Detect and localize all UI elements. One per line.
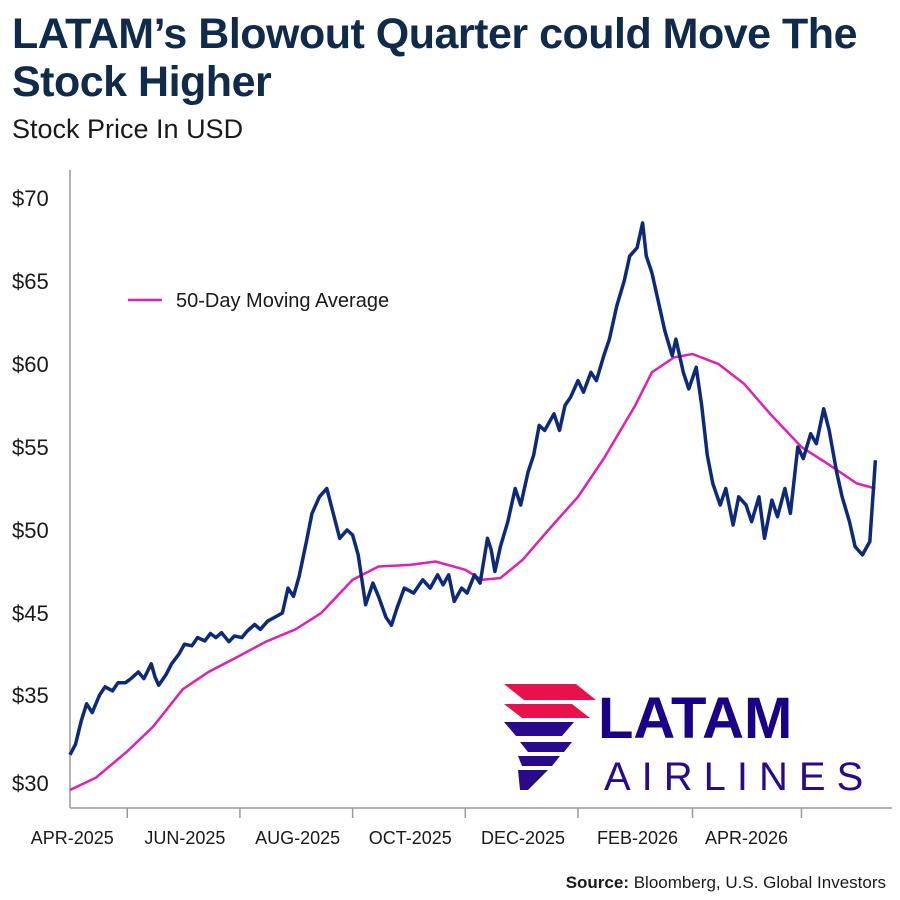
axes xyxy=(69,170,892,809)
y-tick-label: $55 xyxy=(12,435,49,460)
chart-subtitle: Stock Price In USD xyxy=(12,114,244,144)
y-tick-label: $45 xyxy=(12,601,49,626)
source-text: Bloomberg, U.S. Global Investors xyxy=(628,873,886,892)
y-tick-label: $30 xyxy=(12,771,49,796)
logo-purple-stripe-bottom xyxy=(518,770,548,790)
logo-purple-stripe-low xyxy=(518,756,560,766)
chart-title: LATAM’s Blowout Quarter could Move The S… xyxy=(12,10,858,106)
y-tick-label: $70 xyxy=(12,186,49,211)
latam-logo: LATAM AIRLINES xyxy=(504,684,874,799)
source-label: Source: xyxy=(565,873,629,892)
logo-wordmark: LATAM xyxy=(598,686,792,751)
y-axis-ticks: $30 $35 $45 $50 $55 $60 $65 $70 xyxy=(12,186,49,796)
legend-label-moving-average: 50-Day Moving Average xyxy=(176,290,389,312)
x-tick-label: DEC-2025 xyxy=(481,828,565,848)
logo-purple-stripe-top xyxy=(504,722,574,736)
logo-purple-stripe-mid xyxy=(520,742,572,752)
logo-red-stripe-top xyxy=(504,684,596,700)
moving-average-line xyxy=(69,352,876,792)
source-note: Source: Bloomberg, U.S. Global Investors xyxy=(566,873,886,893)
x-tick-label: AUG-2025 xyxy=(255,828,340,848)
x-tick-label: APR-2025 xyxy=(31,828,114,848)
y-tick-label: $50 xyxy=(12,518,49,543)
logo-red-stripe-mid xyxy=(504,704,590,718)
x-tick-label: APR-2026 xyxy=(705,828,788,848)
logo-airlines: AIRLINES xyxy=(604,755,874,799)
x-tick-label: FEB-2026 xyxy=(597,828,678,848)
y-tick-label: $65 xyxy=(12,269,49,294)
x-tick-label: JUN-2025 xyxy=(144,828,225,848)
stock-price-line xyxy=(68,221,878,756)
y-tick-label: $60 xyxy=(12,352,49,377)
x-tick-label: OCT-2025 xyxy=(369,828,452,848)
legend: 50-Day Moving Average xyxy=(128,290,389,312)
y-tick-label: $35 xyxy=(12,683,49,708)
x-axis-ticks: APR-2025 JUN-2025 AUG-2025 OCT-2025 DEC-2025… xyxy=(31,808,803,848)
